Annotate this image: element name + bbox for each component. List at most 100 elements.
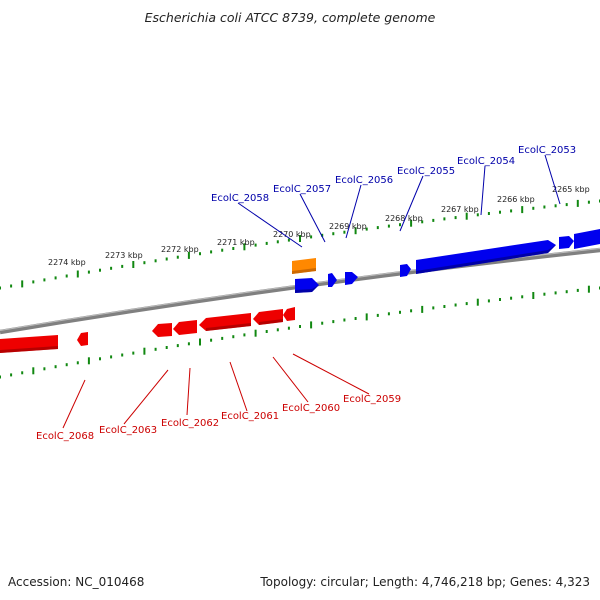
inner-tick-minor — [76, 361, 79, 365]
topology-text: Topology: circular; Length: 4,746,218 bp… — [259, 575, 590, 589]
inner-tick-major — [199, 338, 201, 346]
scale-labels: 2274 kbp 2273 kbp 2272 kbp 2271 kbp 2270… — [48, 185, 590, 267]
outer-tick-minor — [321, 233, 324, 237]
scale-label-2265: 2265 kbp — [552, 185, 590, 194]
inner-tick-minor — [165, 346, 168, 349]
outer-tick-minor — [543, 205, 546, 209]
outer-tick-minor — [276, 240, 279, 244]
outer-tick-major — [76, 270, 79, 278]
outer-tick-major — [21, 280, 24, 288]
outer-tick-minor — [376, 226, 379, 230]
inner-tick-minor — [176, 344, 179, 348]
gene-label-EcolC_2063[interactable]: EcolC_2063 — [99, 425, 157, 436]
gene-EcolC_2062-arrow[interactable] — [173, 320, 197, 335]
outer-tick-minor — [554, 204, 557, 208]
outer-tick-minor — [221, 248, 224, 252]
gene-EcolC_2057-arrow[interactable] — [345, 272, 358, 285]
gene-EcolC_2058-arrow[interactable] — [328, 273, 337, 287]
outer-tick-minor — [32, 280, 35, 284]
outer-tick-minor — [487, 212, 490, 215]
gene-label-EcolC_2059[interactable]: EcolC_2059 — [343, 394, 401, 405]
gene-label-EcolC_2057[interactable]: EcolC_2057 — [273, 184, 331, 195]
inner-tick-minor — [510, 296, 513, 300]
outer-tick-minor — [387, 224, 390, 228]
outer-tick-minor — [199, 252, 201, 256]
scale-label-2274: 2274 kbp — [48, 258, 86, 267]
inner-tick-minor — [443, 305, 446, 308]
inner-tick-minor — [54, 365, 57, 369]
inner-tick-minor — [221, 336, 224, 340]
outer-tick-minor — [510, 209, 513, 213]
outer-tick-minor — [432, 218, 435, 222]
inner-tick-minor — [132, 351, 135, 355]
inner-tick-minor — [554, 291, 557, 295]
gene-label-EcolC_2061[interactable]: EcolC_2061 — [221, 411, 279, 422]
gene-EcolC_2054-arrow[interactable] — [559, 236, 574, 249]
gene-EcolC_2059-arrow[interactable] — [283, 307, 295, 321]
outer-tick-minor — [154, 259, 157, 263]
gene-label-EcolC_2054[interactable]: EcolC_2054 — [457, 156, 515, 167]
inner-tick-minor — [299, 325, 301, 328]
inner-tick-minor — [432, 306, 435, 310]
outer-tick-minor — [87, 270, 90, 274]
outer-tick-minor — [343, 230, 346, 234]
gene-label-EcolC_2068[interactable]: EcolC_2068 — [36, 431, 94, 442]
inner-tick-minor — [354, 317, 357, 320]
gene-label-EcolC_2062[interactable]: EcolC_2062 — [161, 418, 219, 429]
inner-tick-major — [143, 347, 146, 355]
inner-tick-minor — [43, 367, 46, 371]
outer-tick-minor — [43, 278, 46, 282]
outer-tick-minor — [265, 241, 268, 245]
outer-tick-minor — [110, 266, 113, 270]
forward-feature-shading — [295, 245, 556, 293]
inner-tick-major — [310, 321, 313, 329]
inner-tick-minor — [110, 355, 113, 359]
scale-label-2272: 2272 kbp — [161, 245, 199, 254]
outer-tick-minor — [310, 235, 313, 239]
inner-tick-minor — [387, 312, 390, 316]
outer-tick-minor — [365, 227, 368, 231]
inner-tick-minor — [0, 375, 1, 379]
inner-tick-minor — [154, 347, 157, 351]
inner-tick-minor — [99, 357, 101, 361]
inner-tick-minor — [10, 373, 13, 377]
gene-EcolC_2064-arrow[interactable] — [77, 332, 88, 346]
inner-scale-ticks — [0, 285, 600, 379]
gene-label-EcolC_2056[interactable]: EcolC_2056 — [335, 175, 393, 186]
outer-tick-minor — [499, 210, 501, 214]
scale-label-2266: 2266 kbp — [497, 195, 535, 204]
inner-tick-major — [254, 329, 257, 337]
scale-label-2269: 2269 kbp — [329, 222, 367, 231]
outer-tick-minor — [143, 261, 146, 265]
gene-label-EcolC_2055[interactable]: EcolC_2055 — [397, 166, 455, 177]
outer-tick-minor — [565, 203, 568, 207]
inner-tick-major — [421, 305, 424, 313]
gene-label-EcolC_2058[interactable]: EcolC_2058 — [211, 193, 269, 204]
gene-label-EcolC_2060[interactable]: EcolC_2060 — [282, 403, 340, 414]
inner-tick-minor — [65, 363, 68, 367]
gene-EcolC_2053-arrow[interactable] — [574, 229, 600, 249]
reverse-strand-features — [0, 307, 295, 353]
inner-tick-minor — [543, 292, 546, 296]
forward-strand-features — [295, 229, 600, 293]
outer-tick-major — [187, 251, 190, 259]
outer-tick-minor — [476, 213, 479, 217]
inner-tick-minor — [399, 310, 401, 314]
gene-label-EcolC_2053[interactable]: EcolC_2053 — [518, 145, 576, 156]
inner-tick-minor — [343, 318, 346, 322]
inner-tick-major — [87, 357, 90, 365]
inner-tick-minor — [21, 371, 24, 375]
outer-tick-minor — [54, 276, 57, 280]
inner-tick-major — [476, 298, 479, 306]
inner-tick-minor — [232, 335, 235, 339]
inner-tick-minor — [487, 299, 490, 303]
gene-EcolC_2056-arrow[interactable] — [400, 264, 411, 277]
outer-tick-minor — [210, 250, 213, 254]
outer-tick-minor — [454, 216, 457, 220]
scale-label-2270: 2270 kbp — [273, 230, 311, 239]
outer-tick-minor — [165, 257, 168, 261]
gene-EcolC_2063-arrow[interactable] — [152, 323, 172, 337]
inner-tick-major — [587, 285, 590, 293]
inner-tick-major — [365, 313, 368, 321]
